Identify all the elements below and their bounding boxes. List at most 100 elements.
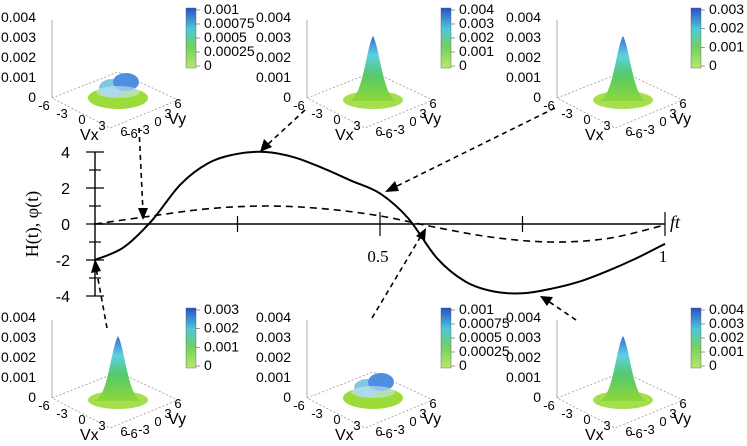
arrows: [91, 107, 577, 329]
x-ticks: 0.5 1: [236, 212, 667, 266]
inset-vx-tick: 0: [583, 112, 590, 127]
inset-vx-tick: 0: [78, 112, 85, 127]
inset-colorbar-label: 0.001: [709, 38, 744, 54]
inset-z-tick: 0.003: [256, 329, 291, 345]
inset-vx-tick: -6: [543, 98, 555, 113]
inset-vy-tick: 3: [419, 106, 426, 121]
inset-vy-tick: 6: [679, 96, 686, 111]
inset-z-tick: 0.004: [506, 9, 541, 25]
inset-colorbar: [185, 7, 197, 69]
inset-surface-ring: [351, 386, 395, 398]
inset-z-tick: 0.004: [506, 309, 541, 325]
inset-z-tick: 0.003: [1, 29, 36, 45]
inset-z-tick: 0.002: [1, 349, 36, 365]
inset-vy-tick: 0: [154, 114, 161, 129]
inset-vy-tick: 6: [174, 96, 181, 111]
inset-vy-tick: -6: [631, 126, 643, 141]
inset-z-tick: 0.001: [256, 69, 291, 85]
inset-vy-tick: 0: [659, 414, 666, 429]
inset-colorbar: [690, 307, 702, 369]
inset-vx-tick: 0: [333, 412, 340, 427]
inset-z-tick: 0.003: [1, 329, 36, 345]
inset-z-tick: 0: [283, 89, 291, 105]
inset-vx-tick: 0: [333, 112, 340, 127]
arrow-head-bot-1: [91, 259, 101, 273]
inset-colorbar-label: 0.004: [459, 1, 494, 17]
inset-vx-tick: 6: [120, 424, 127, 439]
inset-colorbar-label: 0.0005: [459, 329, 502, 345]
inset-colorbar-label: 0: [709, 357, 717, 373]
inset-vy-tick: 3: [164, 406, 171, 421]
inset-vy-tick: 3: [419, 406, 426, 421]
inset-colorbar-label: 0.003: [204, 301, 239, 317]
inset-vy-label: Vy: [673, 111, 691, 128]
inset-vy-tick: -6: [126, 126, 138, 141]
inset-colorbar-label: 0.002: [709, 20, 744, 36]
series-phi-line: [94, 205, 666, 243]
inset-surface-peak: [599, 336, 647, 401]
inset-colorbar-label: 0.003: [709, 1, 744, 17]
inset-vx-tick: -3: [561, 406, 573, 421]
inset-vy-tick: -6: [631, 426, 643, 441]
inset-vx-tick: 6: [625, 424, 632, 439]
inset-vy-tick: -3: [643, 122, 655, 137]
arrow-head-top-1: [138, 208, 148, 220]
inset-vy-tick: -3: [138, 122, 150, 137]
arrow-head-top-2: [260, 139, 272, 152]
inset-colorbar-label: 0: [204, 357, 212, 373]
arrow-bot-1: [95, 267, 108, 329]
inset-z-tick: 0.003: [506, 29, 541, 45]
inset-z-tick: 0.002: [506, 349, 541, 365]
inset-vx-tick: 6: [375, 124, 382, 139]
inset-colorbar-label: 0.001: [204, 1, 239, 17]
y-tick-label: 2: [61, 181, 70, 198]
arrow-head-top-3: [385, 181, 399, 192]
inset-bot-2: 0.0040.0030.0020.00100.0010.000750.00050…: [256, 301, 510, 444]
inset-colorbar-label: 0.001: [204, 338, 239, 354]
inset-z-tick: 0: [533, 389, 541, 405]
inset-surface-peak: [599, 36, 647, 101]
main-plot: 420-2-4 0.5 1 H(t), φ(t) ft: [22, 145, 681, 306]
arrow-head-bot-3: [540, 296, 553, 306]
inset-colorbar-label: 0.004: [709, 301, 744, 317]
inset-vy-tick: -6: [126, 426, 138, 441]
inset-z-tick: 0.003: [256, 29, 291, 45]
inset-vx-tick: 0: [78, 412, 85, 427]
inset-vy-tick: -3: [393, 122, 405, 137]
inset-z-tick: 0.004: [256, 9, 291, 25]
x-tick-label: 0.5: [367, 247, 388, 266]
inset-vx-tick: 3: [98, 118, 105, 133]
x-axis-label: ft: [670, 212, 681, 232]
inset-vx-tick: -3: [56, 406, 68, 421]
inset-bot-3: 0.0040.0030.0020.00100.0040.0030.0020.00…: [506, 301, 744, 444]
inset-colorbar-label: 0: [459, 357, 467, 373]
inset-colorbar-label: 0.00075: [204, 15, 255, 31]
inset-vy-tick: -6: [381, 426, 393, 441]
inset-vx-tick: -6: [543, 398, 555, 413]
inset-z-tick: 0.002: [1, 49, 36, 65]
y-ticks: 4 2 0 -2 -4: [56, 145, 104, 306]
inset-vy-tick: 3: [669, 106, 676, 121]
inset-vx-tick: -3: [311, 106, 323, 121]
inset-z-tick: 0.002: [506, 49, 541, 65]
inset-vy-tick: 0: [409, 114, 416, 129]
inset-vx-tick: -6: [38, 98, 50, 113]
inset-vx-tick: 3: [98, 418, 105, 433]
arrow-top-2: [265, 109, 306, 147]
arrow-bot-3: [547, 300, 577, 321]
arrow-top-1: [138, 127, 144, 213]
inset-vy-tick: 6: [429, 96, 436, 111]
inset-vy-tick: -3: [138, 422, 150, 437]
inset-vx-tick: 6: [375, 424, 382, 439]
inset-vy-tick: 0: [409, 414, 416, 429]
inset-colorbar: [440, 7, 452, 69]
y-tick-label: -2: [56, 253, 70, 270]
inset-vx-label: Vx: [80, 127, 99, 144]
inset-surface-peak: [349, 36, 397, 101]
inset-z-tick: 0.004: [256, 309, 291, 325]
y-tick-label: -4: [56, 289, 70, 306]
inset-vx-label: Vx: [585, 427, 604, 444]
y-tick-label: 4: [61, 145, 70, 162]
inset-vx-tick: 3: [603, 418, 610, 433]
